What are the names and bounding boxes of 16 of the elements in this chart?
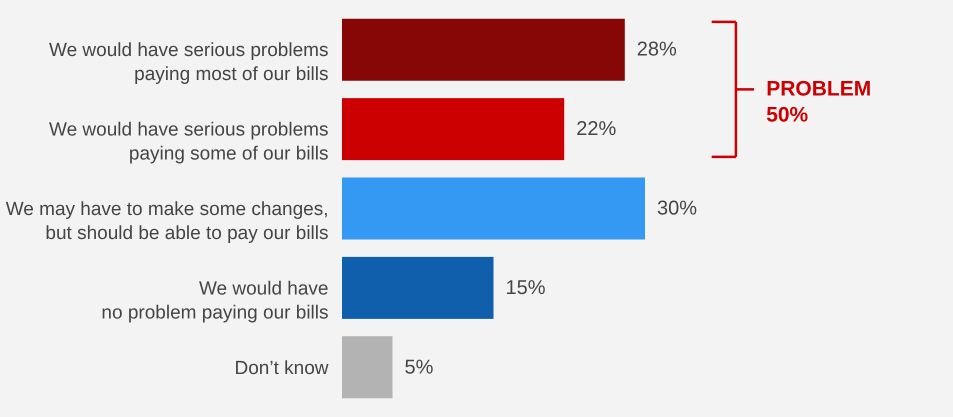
y-tick-label: We would have no problem paying our bills — [101, 278, 328, 324]
y-tick-label: Don’t know — [234, 358, 329, 379]
data-label: 15% — [506, 276, 546, 299]
text: PROBLEM 50% — [766, 77, 872, 126]
bar — [342, 256, 494, 319]
bar — [342, 178, 645, 240]
bar — [342, 18, 625, 81]
y-tick-label: We may have to make some changes, but should be able to pay our bills — [6, 199, 328, 244]
data-label: 28% — [636, 38, 678, 61]
y-tick-label: We would have serious problems paying some of our bills — [48, 120, 328, 165]
bar — [342, 336, 392, 398]
data-label: 5% — [404, 356, 434, 378]
data-label: 30% — [657, 198, 698, 220]
bar — [342, 98, 564, 160]
y-tick-label: We would have serious problems paying most of our bills — [48, 40, 328, 86]
data-label: 22% — [576, 118, 616, 140]
